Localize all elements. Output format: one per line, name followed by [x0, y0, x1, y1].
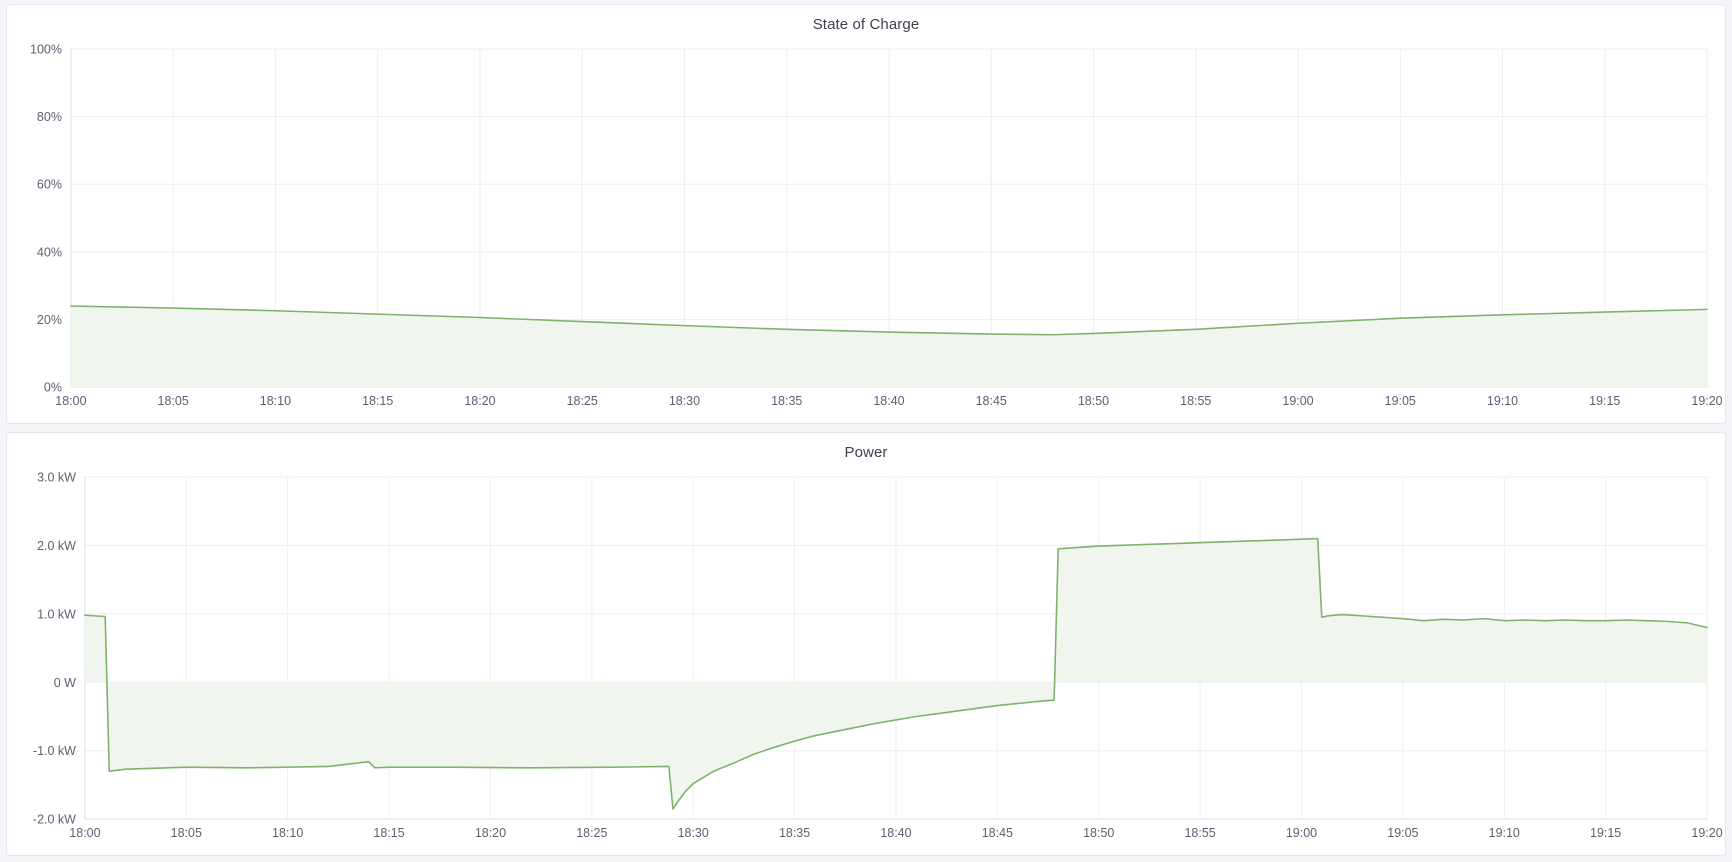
x-axis-tick-label: 18:40: [880, 826, 911, 840]
x-axis-tick-label: 18:15: [373, 826, 404, 840]
x-axis-tick-label: 18:50: [1078, 394, 1109, 408]
x-axis-tick-label: 18:05: [171, 826, 202, 840]
y-axis-tick-label: 60%: [37, 178, 62, 192]
y-axis-tick-label: 2.0 kW: [37, 539, 76, 553]
y-axis-tick-label: 100%: [30, 42, 62, 56]
x-axis-tick-label: 18:00: [55, 394, 86, 408]
x-axis-tick-label: 18:30: [669, 394, 700, 408]
x-axis-tick-label: 18:25: [576, 826, 607, 840]
panel-title-power: Power: [844, 444, 888, 461]
y-axis-tick-label: 0%: [44, 381, 62, 395]
x-axis-tick-label: 19:15: [1590, 826, 1621, 840]
power-chart[interactable]: -2.0 kW -1.0 kW 0 W 1.0 kW 2.0 kW 3.0 kW 18:00…: [7, 467, 1725, 855]
x-axis-tick-label: 18:20: [475, 826, 506, 840]
x-axis-tick-label: 18:35: [779, 826, 810, 840]
x-axis-tick-label: 18:20: [464, 394, 495, 408]
y-axis-tick-label: 80%: [37, 110, 62, 124]
x-axis-tick-label: 18:05: [158, 394, 189, 408]
chart-area-state-of-charge[interactable]: 0% 20% 40% 60% 80% 100% 18:00 18:05 18:10 18:15 18…: [7, 39, 1725, 423]
x-axis-tick-label: 19:10: [1489, 826, 1520, 840]
x-axis-tick-label: 19:15: [1589, 394, 1620, 408]
y-axis-tick-label: 40%: [37, 245, 62, 259]
x-axis-tick-label: 18:25: [567, 394, 598, 408]
y-axis-tick-label: 1.0 kW: [37, 607, 76, 621]
x-axis-tick-label: 18:45: [982, 826, 1013, 840]
x-axis-tick-label: 18:40: [873, 394, 904, 408]
x-axis-tick-label: 18:15: [362, 394, 393, 408]
panel-title-state-of-charge: State of Charge: [812, 16, 920, 33]
x-axis-tick-label: 18:55: [1184, 826, 1215, 840]
x-axis-tick-label: 18:35: [771, 394, 802, 408]
x-axis-tick-label: 19:20: [1691, 826, 1722, 840]
y-axis-tick-label: -2.0 kW: [33, 813, 76, 827]
panel-state-of-charge: State of Charge 0% 20% 40% 60% 80% 100% 18:00 1…: [6, 4, 1726, 424]
x-axis-tick-label: 19:20: [1691, 394, 1722, 408]
x-axis-tick-label: 18:50: [1083, 826, 1114, 840]
y-axis-tick-label: 3.0 kW: [37, 470, 76, 484]
x-axis-tick-label: 18:10: [272, 826, 303, 840]
x-axis-tick-label: 18:00: [69, 826, 100, 840]
x-axis-tick-label: 19:05: [1387, 826, 1418, 840]
x-axis-tick-label: 19:00: [1282, 394, 1313, 408]
series-area-fill: [84, 538, 1708, 809]
x-axis-tick-label: 18:55: [1180, 394, 1211, 408]
state-of-charge-chart[interactable]: 0% 20% 40% 60% 80% 100% 18:00 18:05 18:10 18:15 18…: [7, 39, 1725, 423]
series-area-fill: [70, 306, 1708, 388]
chart-area-power[interactable]: -2.0 kW -1.0 kW 0 W 1.0 kW 2.0 kW 3.0 kW 18:00…: [7, 467, 1725, 855]
x-axis-tick-label: 19:00: [1286, 826, 1317, 840]
panel-power: Power -2.0 kW -1.0 kW 0 W 1.0 kW 2.0 kW 3.0 k…: [6, 432, 1726, 856]
y-axis-tick-label: -1.0 kW: [33, 744, 76, 758]
x-axis-tick-label: 18:10: [260, 394, 291, 408]
y-axis-tick-label: 20%: [37, 313, 62, 327]
x-axis-tick-label: 19:05: [1385, 394, 1416, 408]
series-line: [84, 537, 1708, 810]
x-axis-tick-label: 19:10: [1487, 394, 1518, 408]
x-axis-tick-label: 18:45: [976, 394, 1007, 408]
x-axis-tick-label: 18:30: [678, 826, 709, 840]
y-axis-tick-label: 0 W: [54, 676, 76, 690]
series-line: [70, 305, 1708, 336]
